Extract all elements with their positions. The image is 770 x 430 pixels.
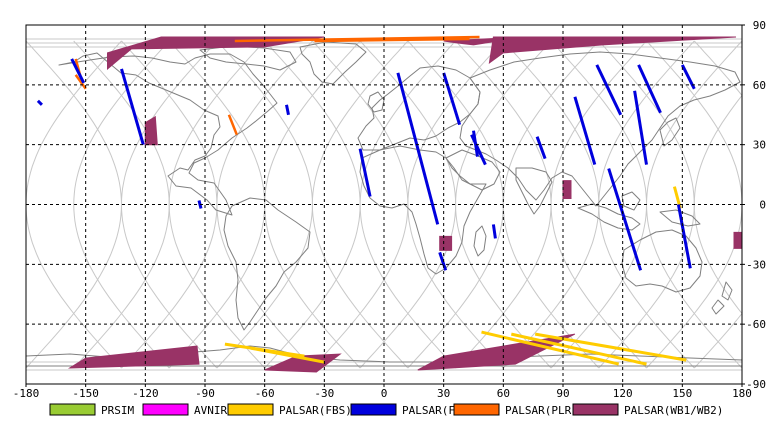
coastline-india	[515, 167, 553, 215]
y-tick-label: 90	[753, 19, 766, 32]
fbd-swath	[396, 72, 440, 225]
legend-item-palsar-plr: PALSAR(PLR)	[453, 403, 578, 417]
coastline-new-guinea	[659, 209, 701, 227]
legend-swatch-palsar-plr	[453, 403, 500, 416]
fbd-swath	[358, 148, 372, 197]
wb-swath	[562, 180, 572, 199]
fbd-swath	[285, 104, 290, 116]
x-tick-label: -60	[255, 387, 275, 400]
fbd-swath	[472, 130, 479, 157]
orbit-track	[168, 40, 266, 369]
legend-swatch-palsar-fbs	[227, 403, 274, 416]
y-tick-label: -90	[746, 378, 766, 391]
fbs-swath	[534, 332, 687, 362]
x-tick-label: -120	[132, 387, 159, 400]
y-tick-label: 60	[753, 79, 766, 92]
y-tick-label: 30	[753, 139, 766, 152]
coastline-arabia	[445, 149, 501, 191]
x-tick-label: -90	[195, 387, 215, 400]
y-tick-label: 0	[759, 199, 766, 212]
legend-label-prism: PRSIM	[101, 404, 134, 417]
x-tick-label: 150	[672, 387, 692, 400]
coastline-south-america	[223, 197, 311, 331]
fbs-coverage-layer	[224, 186, 687, 366]
y-tick-labels: 90 60 30 0 -30 -60 -90	[742, 19, 766, 391]
coastline-japan	[659, 117, 681, 147]
orbit-track	[502, 40, 600, 369]
legend-label-palsar-wb: PALSAR(WB1/WB2)	[624, 404, 723, 417]
fbd-swath	[120, 68, 145, 146]
legend-label-palsar-fbs: PALSAR(FBS)	[279, 404, 352, 417]
wb-swath	[439, 235, 453, 251]
legend-item-palsar-wb: PALSAR(WB1/WB2)	[572, 403, 723, 417]
x-tick-label: 90	[556, 387, 569, 400]
x-tick-label: 0	[381, 387, 388, 400]
fbd-swath	[676, 204, 692, 269]
plr-swath	[234, 35, 480, 43]
orbit-track	[73, 40, 170, 369]
fbd-swath	[637, 64, 662, 114]
legend-swatch-palsar-wb	[572, 403, 619, 416]
coastline-british-isles	[367, 91, 385, 113]
wb-swath	[417, 333, 576, 371]
wb-swath	[67, 345, 200, 369]
fbd-swath	[573, 96, 597, 166]
x-tick-label: 120	[613, 387, 633, 400]
coastline-north-america	[58, 52, 278, 216]
y-tick-label: -60	[746, 318, 766, 331]
wb-swath	[488, 36, 737, 65]
fbd-swath	[535, 136, 547, 160]
x-tick-label: -30	[314, 387, 334, 400]
fbd-swath	[36, 99, 43, 106]
wb-swath	[733, 231, 743, 249]
coastline-madagascar	[473, 225, 487, 257]
x-tick-label: 180	[732, 387, 752, 400]
legend-swatch-prism	[49, 403, 96, 416]
coastline-australia	[621, 229, 703, 293]
orbit-track	[120, 40, 218, 369]
legend-label-palsar-plr: PALSAR(PLR)	[505, 404, 578, 417]
x-tick-label: 60	[497, 387, 510, 400]
x-tick-labels: -180 -150 -120 -90 -60 -30 0 30 60 90 120 150 180	[13, 384, 752, 400]
fbd-swath	[442, 72, 462, 126]
wb-swath	[144, 115, 158, 146]
plr-swath	[74, 74, 87, 90]
fbs-swath	[250, 346, 325, 364]
fbd-swath	[70, 58, 86, 84]
coastline-africa	[359, 145, 487, 275]
x-tick-label: 30	[437, 387, 450, 400]
y-tick-label: -30	[746, 258, 766, 271]
coastline-greenland	[299, 41, 367, 85]
fbs-swath	[510, 332, 647, 366]
fbd-coverage-layer	[36, 58, 696, 271]
coastline-indonesia	[577, 191, 641, 231]
orbit-track	[550, 40, 647, 369]
legend-item-palsar-fbs: PALSAR(FBS)	[227, 403, 352, 417]
orbit-track	[264, 40, 361, 369]
legend-swatch-palsar-fbd	[350, 403, 397, 416]
wb-swath	[107, 36, 325, 70]
fbd-swath	[595, 64, 623, 116]
grid-layer	[26, 25, 742, 384]
wb-coverage-layer	[67, 36, 743, 373]
x-tick-label: -150	[72, 387, 99, 400]
legend-item-prism: PRSIM	[49, 403, 134, 417]
plr-swath	[227, 114, 238, 136]
orbit-track	[407, 40, 504, 369]
fbd-swath	[491, 224, 497, 239]
orbit-track	[311, 40, 409, 369]
legend: PRSIM AVNIR-2 PALSAR(FBS) PALSAR(FBD) PA…	[49, 403, 723, 417]
fbd-swath	[607, 168, 643, 271]
fbs-swath	[481, 330, 620, 366]
fbd-swath	[438, 251, 448, 271]
legend-swatch-avnir2	[142, 403, 189, 416]
fbd-swath	[633, 90, 648, 165]
orbit-track	[359, 40, 456, 369]
x-tick-label: -180	[13, 387, 40, 400]
coastline-new-zealand	[711, 281, 733, 315]
